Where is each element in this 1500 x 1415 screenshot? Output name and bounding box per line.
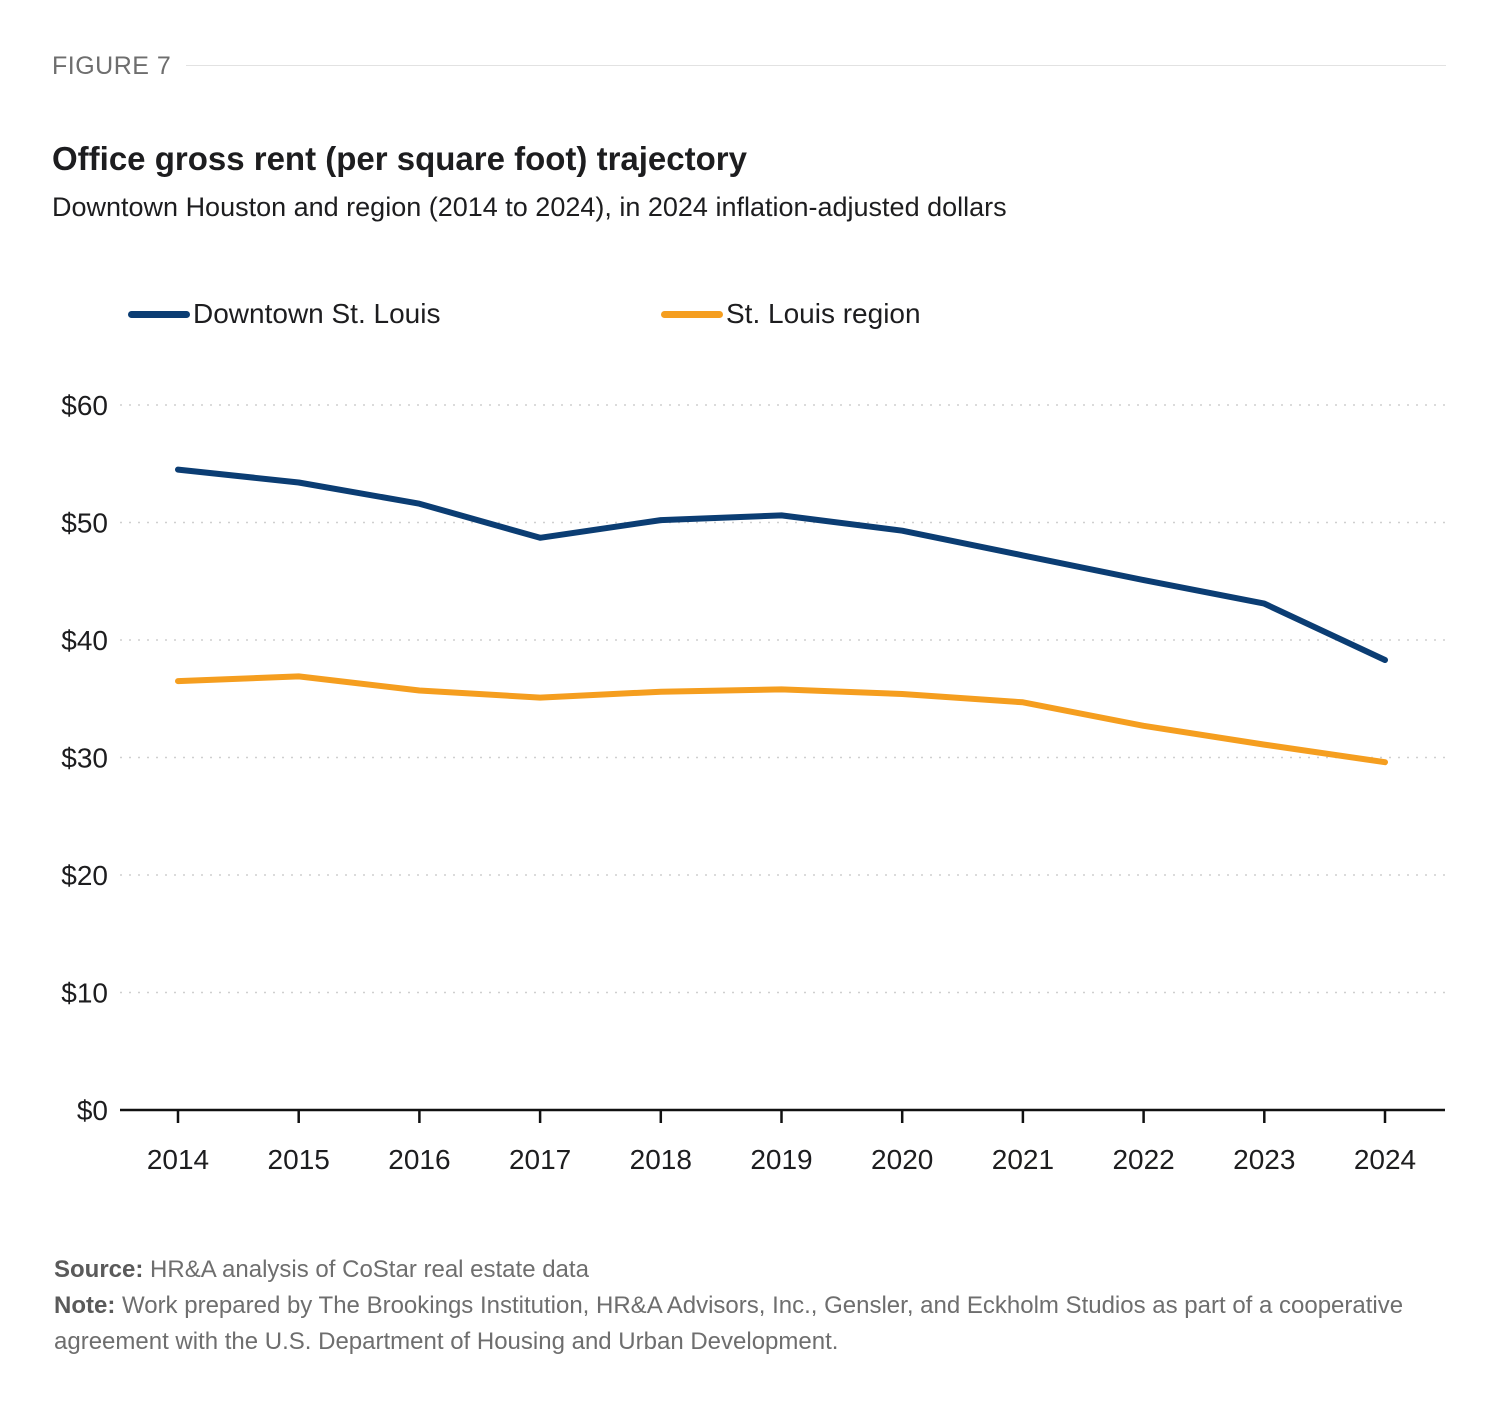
- legend-swatch-region: [661, 310, 723, 318]
- chart-notes: Source: HR&A analysis of CoStar real est…: [54, 1252, 1454, 1360]
- legend-label-downtown: Downtown St. Louis: [193, 298, 441, 329]
- x-tick-label: 2020: [871, 1144, 933, 1175]
- y-tick-label: $40: [61, 625, 108, 656]
- y-tick-label: $60: [61, 390, 108, 421]
- figure-label: FIGURE 7: [52, 52, 172, 80]
- y-tick-label: $20: [61, 860, 108, 891]
- figure-divider: [186, 65, 1446, 66]
- source-label: Source:: [54, 1256, 144, 1283]
- line-chart: $0 $10 $20 $30 $40 $50 $60 2014 2015 2016 2017 2018…: [61, 390, 1445, 1175]
- x-tick-label: 2014: [147, 1144, 209, 1175]
- y-tick-label: $10: [61, 978, 108, 1009]
- note-label: Note:: [54, 1292, 116, 1319]
- legend-label-region: St. Louis region: [726, 298, 921, 329]
- chart-subtitle: Downtown Houston and region (2014 to 202…: [52, 192, 1007, 222]
- legend-item-downtown: Downtown St. Louis: [128, 298, 440, 330]
- x-tick-label: 2015: [268, 1144, 330, 1175]
- legend-item-region: St. Louis region: [661, 298, 921, 330]
- y-tick-label: $30: [61, 743, 108, 774]
- x-tick-label: 2018: [630, 1144, 692, 1175]
- chart-title: Office gross rent (per square foot) traj…: [52, 140, 747, 177]
- x-tick-label: 2021: [992, 1144, 1054, 1175]
- x-tick-label: 2016: [388, 1144, 450, 1175]
- x-tick-label: 2023: [1233, 1144, 1295, 1175]
- x-tick-label: 2019: [750, 1144, 812, 1175]
- y-tick-label: $50: [61, 508, 108, 539]
- x-tick-label: 2017: [509, 1144, 571, 1175]
- x-tick-label: 2022: [1112, 1144, 1174, 1175]
- series-line-downtown: [175, 466, 1388, 663]
- note-line: Note: Work prepared by The Brookings Ins…: [54, 1288, 1454, 1360]
- legend-swatch-downtown: [128, 310, 190, 318]
- x-tick-label: 2024: [1354, 1144, 1416, 1175]
- note-text: Work prepared by The Brookings Instituti…: [54, 1292, 1404, 1355]
- source-line: Source: HR&A analysis of CoStar real est…: [54, 1252, 1454, 1288]
- source-text: HR&A analysis of CoStar real estate data: [143, 1256, 589, 1283]
- y-tick-label: $0: [77, 1095, 108, 1126]
